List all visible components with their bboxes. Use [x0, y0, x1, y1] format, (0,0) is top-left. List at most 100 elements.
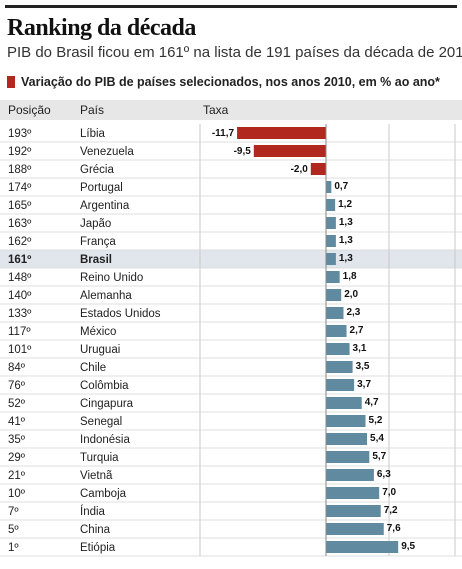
bar: [310, 163, 326, 175]
value-label: -9,5: [234, 146, 252, 157]
legend-swatch: [7, 76, 15, 88]
value-label: 1,3: [339, 253, 353, 264]
rank-label: 174º: [8, 182, 32, 194]
country-label: Líbia: [80, 128, 106, 140]
value-label: 1,2: [338, 199, 352, 210]
rank-label: 76º: [8, 380, 26, 392]
legend: Variação do PIB de países selecionados, …: [7, 75, 440, 89]
value-label: 7,2: [384, 505, 398, 516]
bar: [326, 397, 362, 409]
value-label: -11,7: [212, 128, 235, 139]
table-header: Posição País Taxa: [0, 100, 462, 120]
column-header-country: País: [80, 103, 105, 117]
rank-label: 10º: [8, 488, 26, 500]
country-label: França: [80, 236, 116, 248]
value-label: 7,0: [382, 487, 396, 498]
rank-label: 41º: [8, 416, 26, 428]
country-label: Etiópia: [80, 542, 116, 554]
bar: [326, 361, 353, 373]
rank-label: 117º: [8, 326, 31, 338]
chart-title: Ranking da década: [7, 15, 196, 41]
value-label: 4,7: [365, 397, 379, 408]
value-label: -2,0: [291, 164, 309, 175]
country-label: Colômbia: [80, 380, 129, 392]
rank-label: 5º: [8, 524, 19, 536]
country-label: Índia: [80, 505, 106, 518]
bar: [326, 433, 368, 445]
country-label: Indonésia: [80, 434, 130, 446]
rank-label: 21º: [8, 470, 26, 482]
value-label: 2,7: [350, 325, 364, 336]
column-header-position: Posição: [8, 103, 51, 117]
value-label: 2,3: [346, 307, 360, 318]
chart-subtitle: PIB do Brasil ficou em 161º na lista de …: [7, 44, 462, 61]
rank-label: 163º: [8, 218, 32, 230]
rank-label: 140º: [8, 290, 32, 302]
country-label: Alemanha: [80, 290, 132, 302]
bar: [237, 127, 326, 139]
bar: [326, 415, 366, 427]
value-label: 0,7: [334, 181, 348, 192]
rank-label: 29º: [8, 452, 26, 464]
bar: [326, 217, 336, 229]
top-rule: [5, 5, 457, 8]
rank-label: 192º: [8, 146, 32, 158]
value-label: 3,5: [356, 361, 370, 372]
rank-label: 7º: [8, 506, 19, 518]
country-label: Vietnã: [80, 470, 113, 482]
value-label: 5,7: [372, 451, 386, 462]
bar: [253, 145, 326, 157]
bar: [326, 307, 344, 319]
bar: [326, 253, 336, 265]
rank-label: 193º: [8, 128, 32, 140]
country-label: Grécia: [80, 164, 114, 176]
country-label: Brasil: [80, 254, 112, 266]
country-label: Venezuela: [80, 146, 134, 158]
value-label: 1,3: [339, 217, 353, 228]
value-label: 6,3: [377, 469, 391, 480]
value-label: 1,8: [343, 271, 357, 282]
rank-label: 1º: [8, 542, 19, 554]
rank-label: 161º: [8, 254, 31, 266]
rank-label: 188º: [8, 164, 32, 176]
country-label: Reino Unido: [80, 272, 143, 284]
highlight-row: [0, 250, 462, 268]
value-label: 3,1: [353, 343, 367, 354]
bar: [326, 181, 332, 193]
bar: [326, 469, 374, 481]
rank-label: 162º: [8, 236, 32, 248]
rank-label: 84º: [8, 362, 26, 374]
value-label: 1,3: [339, 235, 353, 246]
value-label: 5,4: [370, 433, 384, 444]
column-header-rate: Taxa: [203, 103, 229, 117]
bar: [326, 505, 381, 517]
country-label: Camboja: [80, 488, 127, 500]
country-label: Argentina: [80, 200, 130, 212]
value-label: 2,0: [344, 289, 358, 300]
bar: [326, 271, 340, 283]
country-label: Portugal: [80, 182, 123, 194]
value-label: 7,6: [387, 523, 401, 534]
rank-label: 52º: [8, 398, 26, 410]
bar: [326, 523, 384, 535]
value-label: 3,7: [357, 379, 371, 390]
country-label: Turquia: [80, 452, 119, 464]
country-label: Chile: [80, 362, 106, 374]
bar: [326, 289, 342, 301]
rank-label: 101º: [8, 344, 32, 356]
value-label: 5,2: [369, 415, 383, 426]
country-label: China: [80, 524, 111, 536]
bar: [326, 379, 355, 391]
country-label: México: [80, 326, 116, 338]
legend-text: Variação do PIB de países selecionados, …: [21, 75, 440, 89]
rank-label: 133º: [8, 308, 32, 320]
bar: [326, 199, 336, 211]
country-label: Cingapura: [80, 398, 134, 410]
country-label: Senegal: [80, 416, 122, 428]
bar: [326, 343, 350, 355]
rank-label: 148º: [8, 272, 32, 284]
bar: [326, 487, 380, 499]
country-label: Estados Unidos: [80, 308, 161, 320]
rank-label: 35º: [8, 434, 26, 446]
